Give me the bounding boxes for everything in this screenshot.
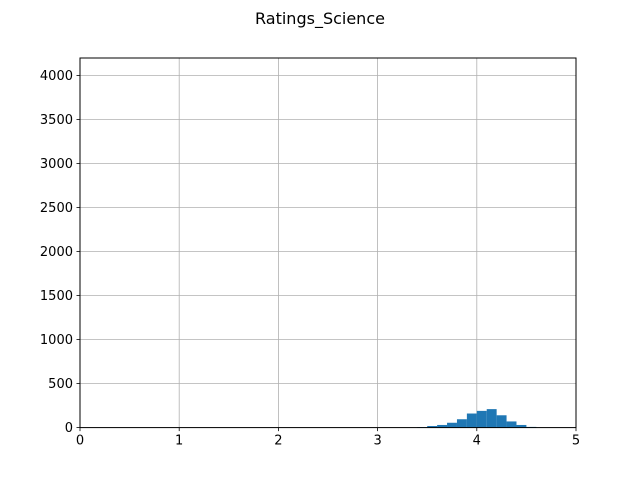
x-tick-label: 3	[373, 434, 381, 449]
histogram-bar	[447, 422, 457, 428]
x-tick-label: 5	[572, 434, 580, 449]
y-tick-label: 500	[48, 377, 73, 392]
x-tick-label: 4	[473, 434, 481, 449]
x-tick-label: 2	[274, 434, 282, 449]
histogram-bar	[437, 424, 448, 428]
y-tick-label: 2500	[40, 201, 73, 216]
y-tick-label: 4000	[40, 69, 73, 84]
y-tick-label: 1000	[40, 333, 73, 348]
histogram-bar	[427, 426, 438, 428]
y-tick-label: 3000	[40, 157, 73, 172]
y-tick-label: 1500	[40, 289, 73, 304]
histogram-bar	[516, 424, 527, 428]
histogram-bar	[506, 421, 517, 428]
histogram-bar	[486, 409, 497, 428]
y-tick-label: 3500	[40, 113, 73, 128]
x-tick-label: 1	[175, 434, 183, 449]
x-axis: 0 1 2 3 4 5	[76, 427, 580, 449]
y-axis: 0 500 1000 1500 2000 2500 3000 3500 4000	[40, 69, 80, 436]
histogram-bar	[456, 419, 467, 428]
histogram-bar	[476, 410, 487, 428]
chart-title: Ratings_Science	[255, 9, 385, 29]
y-tick-label: 2000	[40, 245, 73, 260]
histogram-bar	[496, 415, 507, 428]
plot-frame	[79, 57, 577, 429]
y-tick-label: 0	[65, 421, 73, 436]
histogram-bar	[466, 413, 477, 428]
x-tick-label: 0	[76, 434, 84, 449]
histogram-bars	[417, 409, 537, 428]
